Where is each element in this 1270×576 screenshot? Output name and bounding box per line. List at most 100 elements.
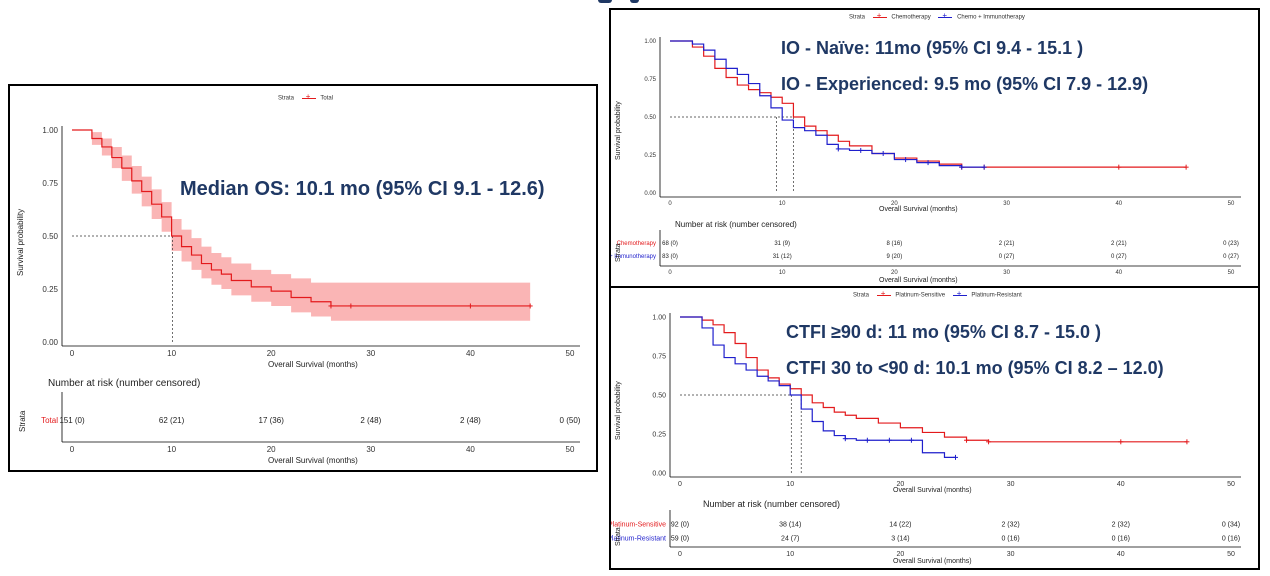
- risk-cell: 2 (32): [1001, 521, 1019, 528]
- y-tick-label: 1.00: [652, 314, 666, 321]
- x-tick-label: 0: [668, 201, 672, 207]
- survival-curve-1: [680, 316, 956, 458]
- risk-cell: 31 (9): [774, 241, 790, 247]
- x-tick-label: 40: [1115, 201, 1122, 207]
- x-tick-label: 30: [1007, 481, 1015, 488]
- cropped-heading-fragment: [598, 0, 639, 3]
- risk-cell: 9 (20): [887, 254, 903, 260]
- risk-row-label: Total: [41, 416, 58, 425]
- risk-cell: 17 (36): [259, 416, 285, 425]
- risk-row-label: Platinum-Sensitive: [611, 521, 666, 528]
- y-tick-label: 0.50: [42, 232, 58, 241]
- risk-x-axis-title: Overall Survival (months): [893, 558, 972, 565]
- legend-swatch-chemo-immunotherapy: [938, 11, 953, 21]
- x-tick-label: 50: [1227, 481, 1235, 488]
- risk-x-tick-label: 10: [786, 551, 794, 558]
- risk-x-tick-label: 40: [1117, 551, 1125, 558]
- risk-row-label: Chemo + Immunotherapy: [611, 254, 656, 260]
- ctfi-90-annotation: CTFI ≥90 d: 11 mo (95% CI 8.7 - 15.0 ): [786, 322, 1101, 342]
- legend-label-chemo-immunotherapy: Chemo + Immunotherapy: [957, 14, 1025, 21]
- risk-strata-label: Strata: [615, 527, 622, 546]
- risk-cell: 3 (14): [891, 535, 909, 542]
- legend-label-chemotherapy: Chemotherapy: [891, 14, 931, 21]
- y-tick-label: 0.75: [42, 179, 58, 188]
- km-plot-io: 0.00 0.25 0.50 0.75 1.00 0 10 20 30 40 50 Chemother…: [611, 37, 1241, 276]
- io-naive-annotation: IO - Naïve: 11mo (95% CI 9.4 - 15.1 ): [781, 38, 1084, 58]
- risk-x-tick-label: 40: [1115, 270, 1122, 276]
- risk-table-title: Number at risk (number censored): [48, 378, 201, 389]
- y-tick-label: 0.50: [644, 115, 656, 121]
- risk-x-tick-label: 20: [891, 270, 898, 276]
- legend-label-total: Total: [320, 95, 334, 102]
- risk-cell: 59 (0): [671, 535, 689, 542]
- x-axis-title: Overall Survival (months): [268, 360, 358, 369]
- risk-cell: 31 (12): [773, 254, 792, 260]
- risk-x-tick-label: 40: [466, 445, 475, 454]
- risk-cell: 0 (27): [1111, 254, 1127, 260]
- risk-x-tick-label: 20: [267, 445, 276, 454]
- y-tick-label: 0.00: [644, 191, 656, 197]
- x-tick-label: 30: [1003, 201, 1010, 207]
- legend-title: Strata: [278, 95, 295, 102]
- x-tick-label: 10: [167, 349, 176, 358]
- y-tick-label: 0.25: [644, 153, 656, 159]
- risk-x-tick-label: 10: [779, 270, 786, 276]
- risk-cell: 2 (21): [999, 241, 1015, 247]
- risk-cell: 24 (7): [781, 535, 799, 542]
- risk-strata-label: Strata: [18, 410, 27, 432]
- legend-swatch-platinum-resistant: [952, 289, 967, 299]
- risk-x-tick-label: 50: [1227, 551, 1235, 558]
- y-tick-label: 0.75: [644, 77, 656, 83]
- risk-cell: 68 (0): [662, 241, 678, 247]
- risk-x-tick-label: 30: [1003, 270, 1010, 276]
- survival-curve-0: [680, 316, 1187, 443]
- risk-x-tick-label: 10: [167, 445, 176, 454]
- x-tick-label: 10: [786, 481, 794, 488]
- x-tick-label: 20: [891, 201, 898, 207]
- risk-cell: 151 (0): [59, 416, 85, 425]
- ctfi-30-90-annotation: CTFI 30 to <90 d: 10.1 mo (95% CI 8.2 – …: [786, 358, 1164, 378]
- risk-cell: 0 (27): [999, 254, 1015, 260]
- km-panel-ctfi: Strata Platinum-Sensitive Platinum-Resis…: [609, 286, 1260, 570]
- risk-cell: 83 (0): [662, 254, 678, 260]
- y-axis-title: Survival probability: [615, 381, 622, 440]
- risk-x-tick-label: 0: [668, 270, 672, 276]
- legend: Strata Total: [278, 92, 334, 102]
- risk-cell: 2 (32): [1112, 521, 1130, 528]
- x-tick-label: 20: [267, 349, 276, 358]
- risk-cell: 38 (14): [779, 521, 801, 528]
- x-tick-label: 10: [779, 201, 786, 207]
- y-axis-title: Survival probability: [615, 101, 622, 160]
- median-os-annotation: Median OS: 10.1 mo (95% CI 9.1 - 12.6): [180, 178, 545, 200]
- x-tick-label: 0: [678, 481, 682, 488]
- x-tick-label: 50: [1228, 201, 1235, 207]
- risk-strata-label: Strata: [615, 243, 622, 262]
- x-axis-title: Overall Survival (months): [879, 206, 958, 213]
- risk-cell: 0 (23): [1223, 241, 1239, 247]
- risk-x-tick-label: 30: [366, 445, 375, 454]
- y-tick-label: 0.50: [652, 392, 666, 399]
- survival-curve-1: [670, 40, 985, 168]
- km-plot-total: 0.00 0.25 0.50 0.75 1.00 0 10 20 30 40 50 Total 151 …: [41, 126, 581, 454]
- legend-label-platinum-resistant: Platinum-Resistant: [971, 292, 1022, 299]
- risk-x-axis-title: Overall Survival (months): [879, 277, 958, 284]
- y-tick-label: 0.25: [42, 285, 58, 294]
- x-tick-label: 40: [1117, 481, 1125, 488]
- risk-x-axis-title: Overall Survival (months): [268, 456, 358, 465]
- risk-cell: 62 (21): [159, 416, 185, 425]
- x-tick-label: 40: [466, 349, 475, 358]
- x-tick-label: 0: [70, 349, 75, 358]
- legend-swatch-chemotherapy: [872, 11, 887, 21]
- risk-cell: 0 (27): [1223, 254, 1239, 260]
- survival-curve-0: [72, 129, 531, 307]
- survival-curve-0: [670, 40, 1187, 168]
- y-tick-label: 1.00: [42, 126, 58, 135]
- risk-x-tick-label: 0: [678, 551, 682, 558]
- risk-cell: 0 (16): [1112, 535, 1130, 542]
- risk-cell: 8 (16): [887, 241, 903, 247]
- x-tick-label: 20: [897, 481, 905, 488]
- risk-table-title: Number at risk (number censored): [675, 220, 797, 229]
- x-axis-title: Overall Survival (months): [893, 487, 972, 494]
- legend: Strata Platinum-Sensitive Platinum-Resis…: [853, 289, 1022, 299]
- km-panel-total: Strata Total 0.00 0.25 0.50 0.75 1.00 0 10 20 30…: [8, 84, 598, 472]
